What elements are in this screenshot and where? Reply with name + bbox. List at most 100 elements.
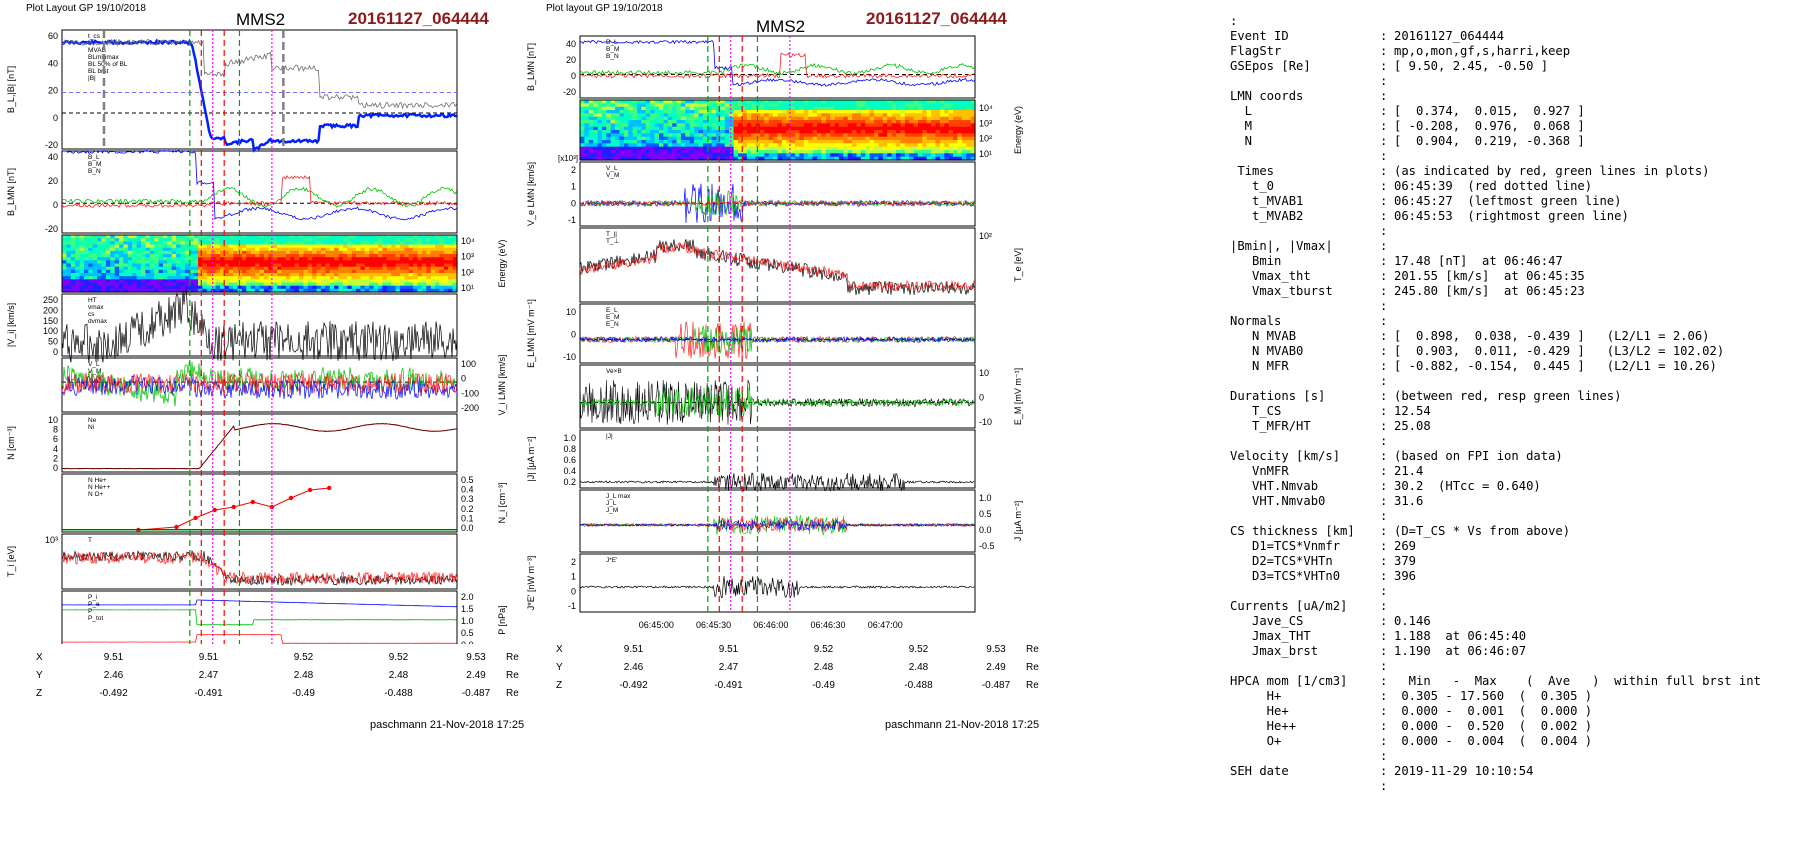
te-perp-series [579,239,976,296]
summary-key: O+ [1230,734,1282,748]
tick-label: 0.2 [563,477,576,487]
summary-colon: : [1380,704,1388,718]
summary-value: 17.48 [nT] at 06:46:47 [1394,254,1563,268]
summary-value: 201.55 [km/s] at 06:45:35 [1394,269,1585,283]
tick-label: 1.0 [979,493,992,503]
panel-frame [61,473,458,533]
summary-row: N MFR: [ -0.882, -0.154, 0.445 ] (L2/L1 =… [1230,359,1800,374]
legend-label: P_i [88,594,97,601]
bn-series [61,174,457,209]
summary-value: [ 0.898, 0.038, -0.439 ] (L2/L1 = 2.06) [1394,329,1710,343]
middle-plot-layout-label: Plot layout GP 19/10/2018 [546,3,663,14]
vi-series [61,288,458,363]
summary-key: VHT.Nmvab0 [1230,494,1326,508]
tick-label: 10² [461,267,474,277]
summary-value: 379 [1394,554,1417,568]
summary-key: Normals [1230,314,1282,328]
summary-key: Vmax_tht [1230,269,1311,283]
panel-frame [61,293,458,357]
summary-colon: : [1380,659,1388,673]
panel-ylabel: E_M [mV m⁻¹] [1013,368,1023,425]
summary-value: mp,o,mon,gf,s,harri,keep [1394,44,1571,58]
tick-label: 0 [53,200,58,210]
legend-label: Ni [88,424,94,431]
panel-ylabel: T_i [eV] [6,546,16,577]
summary-colon: : [1380,374,1388,388]
summary-row: : [1230,149,1800,164]
axis-multiplier-label: [x10³] [558,154,578,163]
summary-row: H+: 0.305 - 17.560 ( 0.305 ) [1230,689,1800,704]
tick-label: 6 [53,434,58,444]
tick-label: 0.0 [461,523,474,533]
summary-key: VnMFR [1230,464,1289,478]
legend-label: J_L [606,500,617,507]
tick-label: 1.5 [461,604,474,614]
en-series [579,335,976,344]
ne-series [61,423,457,470]
summary-value: 1.188 at 06:45:40 [1394,629,1527,643]
panel-frame [579,161,976,227]
summary-row: Vmax_tburst:245.80 [km/s] at 06:45:23 [1230,284,1800,299]
legend-label: B_M [606,46,619,53]
legend-label: E_M [606,314,619,321]
summary-row: : [1230,74,1800,89]
legend-label: |B| [88,75,96,82]
pi-series [61,634,457,644]
summary-key: Jave_CS [1230,614,1304,628]
legend-label: J_L max [606,493,631,500]
summary-value: 06:45:53 (rightmost green line) [1394,209,1629,223]
summary-row: Jmax_THT:1.188 at 06:45:40 [1230,629,1800,644]
event-summary: : Event ID:20161127_064444 FlagStr: mp,o,mo… [1230,14,1800,814]
summary-key [1230,374,1380,389]
tick-label: 40 [566,39,576,49]
legend-label: BL brst [88,68,109,75]
summary-colon: : [1380,614,1388,628]
tick-label: 20 [566,55,576,65]
middle-signature: paschmann 21-Nov-2018 17:25 [885,719,1040,731]
tick-label: 10³ [461,252,474,262]
x-tick-label: 06:46:00 [753,620,788,630]
summary-colon: : [1380,359,1388,373]
summary-colon: : [1380,494,1388,508]
panel-ylabel: |J| [μA m⁻²] [526,436,536,481]
tick-label: 0 [571,71,576,81]
tick-label: 0 [461,374,466,384]
summary-value: 06:45:27 (leftmost green line) [1394,194,1622,208]
summary-row: t_MVAB1:06:45:27 (leftmost green line) [1230,194,1800,209]
summary-key [1230,74,1380,89]
tick-label: 0.1 [461,513,474,523]
j-magnitude-series [579,472,975,492]
summary-colon: : [1380,434,1388,448]
summary-colon: : [1380,209,1388,223]
summary-row: T_MFR/HT:25.08 [1230,419,1800,434]
summary-row: t_MVAB2:06:45:53 (rightmost green line) [1230,209,1800,224]
tick-label: -10 [979,417,992,427]
legend-label: P_tot [88,615,103,622]
summary-row: : [1230,779,1800,794]
tick-label: 0.6 [563,455,576,465]
summary-row: VHT.Nmvab:30.2 (HTcc = 0.640) [1230,479,1800,494]
tick-label: 0.5 [979,509,992,519]
summary-colon: : [1380,344,1388,358]
summary-value: 0.000 - 0.001 ( 0.000 ) [1394,704,1593,718]
left-plot-layout-label: Plot Layout GP 19/10/2018 [26,3,146,14]
summary-row: T_CS:12.54 [1230,404,1800,419]
summary-row: : [1230,659,1800,674]
summary-colon: : [1380,119,1388,133]
x-tick-label: 06:45:00 [639,620,674,630]
legend-label: T_|| [606,231,617,238]
summary-colon: : [1380,449,1388,463]
legend-label: P [88,608,92,615]
tick-label: 10 [566,307,576,317]
ve-n-series [579,200,976,207]
legend-label: V_L [88,361,100,368]
summary-colon: : [1380,299,1388,313]
tick-label: 2 [53,453,58,463]
summary-key: L [1230,104,1253,118]
tick-label: 10 [48,415,58,425]
tick-label: 4 [53,444,58,454]
panel-frame [579,35,976,99]
summary-value: 21.4 [1394,464,1424,478]
summary-colon: : [1380,464,1388,478]
summary-row: GSEpos [Re]: [ 9.50, 2.45, -0.50 ] [1230,59,1800,74]
